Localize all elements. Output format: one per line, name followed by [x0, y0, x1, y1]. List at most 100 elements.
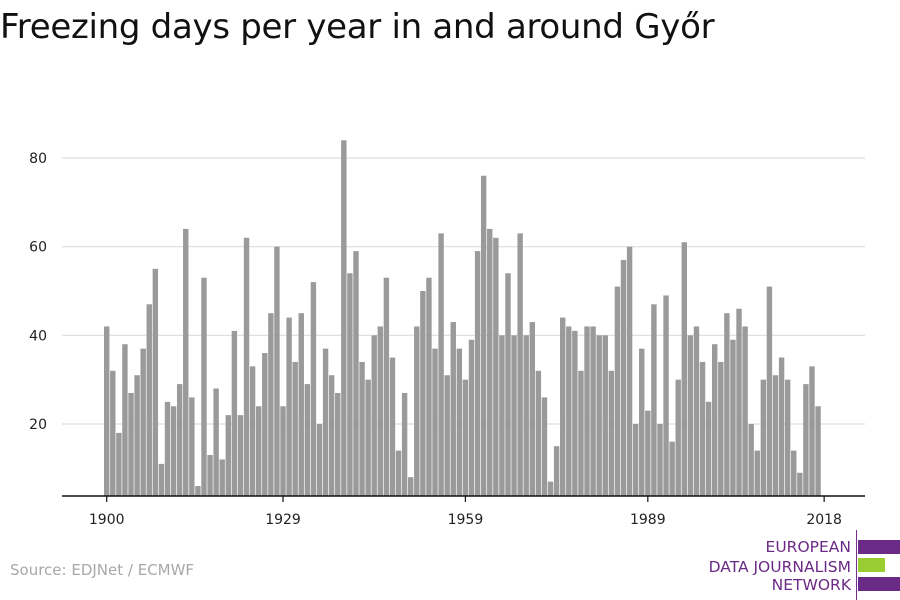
bar-1947 [389, 357, 396, 496]
bar-1954 [432, 348, 438, 496]
bar-1931 [292, 361, 298, 496]
bar-1993 [669, 441, 675, 496]
logo-line-data-journalism: DATA JOURNALISM [708, 558, 851, 576]
bar-1933 [304, 384, 311, 496]
bar-2010 [772, 375, 779, 496]
bar-1940 [347, 273, 353, 496]
bar-1963 [487, 228, 493, 496]
bar-1989 [645, 410, 651, 496]
bar-1965 [499, 335, 505, 496]
bar-1959 [462, 379, 469, 496]
bar-1944 [371, 335, 377, 496]
page-title: Freezing days per year in and around Győ… [0, 7, 715, 47]
bar-1905 [134, 375, 140, 496]
bar-1917 [207, 455, 213, 496]
bar-1999 [705, 401, 712, 496]
y-tick-label-40: 40 [29, 328, 47, 344]
bar-1925 [256, 406, 262, 496]
x-tick-label-2018: 2018 [806, 512, 842, 528]
bar-1910 [164, 401, 171, 496]
bar-1962 [480, 175, 487, 497]
bar-1900 [104, 326, 110, 496]
bar-1904 [128, 392, 134, 496]
bar-1923 [243, 237, 250, 497]
bar-1943 [365, 379, 371, 496]
y-axis-labels: 20 40 60 80 [29, 151, 47, 433]
bar-2000 [712, 344, 718, 496]
edjnet-logo: EUROPEAN DATA JOURNALISM NETWORK [700, 530, 900, 600]
y-tick-label-80: 80 [29, 151, 47, 167]
bar-1978 [578, 370, 584, 496]
bar-1920 [225, 415, 231, 496]
bar-1936 [322, 348, 329, 496]
bar-1909 [158, 463, 165, 496]
bar-1945 [377, 326, 383, 496]
bar-1992 [663, 295, 669, 496]
bar-1934 [310, 282, 317, 496]
y-tick-label-20: 20 [29, 417, 47, 433]
bar-1958 [456, 348, 463, 496]
bar-2004 [736, 308, 742, 496]
bar-1997 [693, 326, 700, 496]
bar-2011 [778, 357, 785, 496]
bar-1928 [274, 246, 280, 496]
bar-1996 [687, 335, 694, 496]
bar-1921 [231, 330, 238, 496]
bar-1977 [572, 330, 578, 496]
bar-1952 [420, 291, 426, 496]
bar-1930 [286, 317, 292, 496]
bar-1995 [681, 242, 687, 496]
bar-1961 [474, 251, 481, 496]
x-tick-label-1900: 1900 [89, 512, 125, 528]
bar-1949 [401, 392, 408, 496]
bar-1907 [146, 304, 152, 496]
bar-1915 [195, 486, 201, 496]
bar-1946 [383, 277, 390, 496]
bar-1906 [140, 348, 146, 496]
bar-1964 [493, 237, 499, 497]
logo-divider [856, 530, 857, 600]
bar-1976 [566, 326, 572, 496]
bar-2015 [803, 384, 809, 496]
bar-1903 [122, 344, 128, 496]
bar-1932 [298, 313, 304, 496]
bar-1971 [535, 370, 542, 496]
bar-1983 [608, 370, 615, 496]
logo-bar-purple-top [858, 540, 900, 554]
bar-1942 [359, 361, 365, 496]
bar-1987 [632, 424, 639, 496]
bar-1908 [152, 268, 159, 496]
bar-1955 [438, 233, 444, 496]
bar-1994 [675, 379, 681, 496]
bar-1988 [639, 348, 645, 496]
bar-1919 [219, 459, 225, 496]
bar-2009 [766, 286, 773, 496]
bar-1922 [237, 415, 244, 496]
bar-2002 [724, 313, 730, 496]
logo-line-network: NETWORK [771, 576, 851, 594]
bar-1939 [341, 140, 347, 496]
logo-bar-purple-bottom [858, 577, 900, 591]
bar-1924 [249, 366, 256, 496]
bar-1982 [602, 335, 608, 496]
bar-1926 [262, 353, 268, 496]
bar-2006 [748, 424, 754, 496]
bar-1966 [505, 273, 511, 496]
bar-2016 [809, 366, 815, 496]
bar-1984 [614, 286, 621, 496]
bar-1929 [280, 406, 286, 496]
bar-1916 [201, 277, 207, 496]
bar-1911 [170, 406, 177, 496]
bar-1980 [590, 326, 596, 496]
bar-2012 [784, 379, 791, 496]
bar-1901 [110, 370, 116, 496]
bar-1953 [426, 277, 432, 496]
bar-1975 [560, 317, 566, 496]
bar-1950 [408, 477, 414, 496]
bar-1951 [414, 326, 420, 496]
bar-2013 [791, 450, 797, 496]
bar-1937 [328, 375, 335, 496]
bar-1986 [626, 246, 633, 496]
bar-1968 [517, 233, 523, 496]
